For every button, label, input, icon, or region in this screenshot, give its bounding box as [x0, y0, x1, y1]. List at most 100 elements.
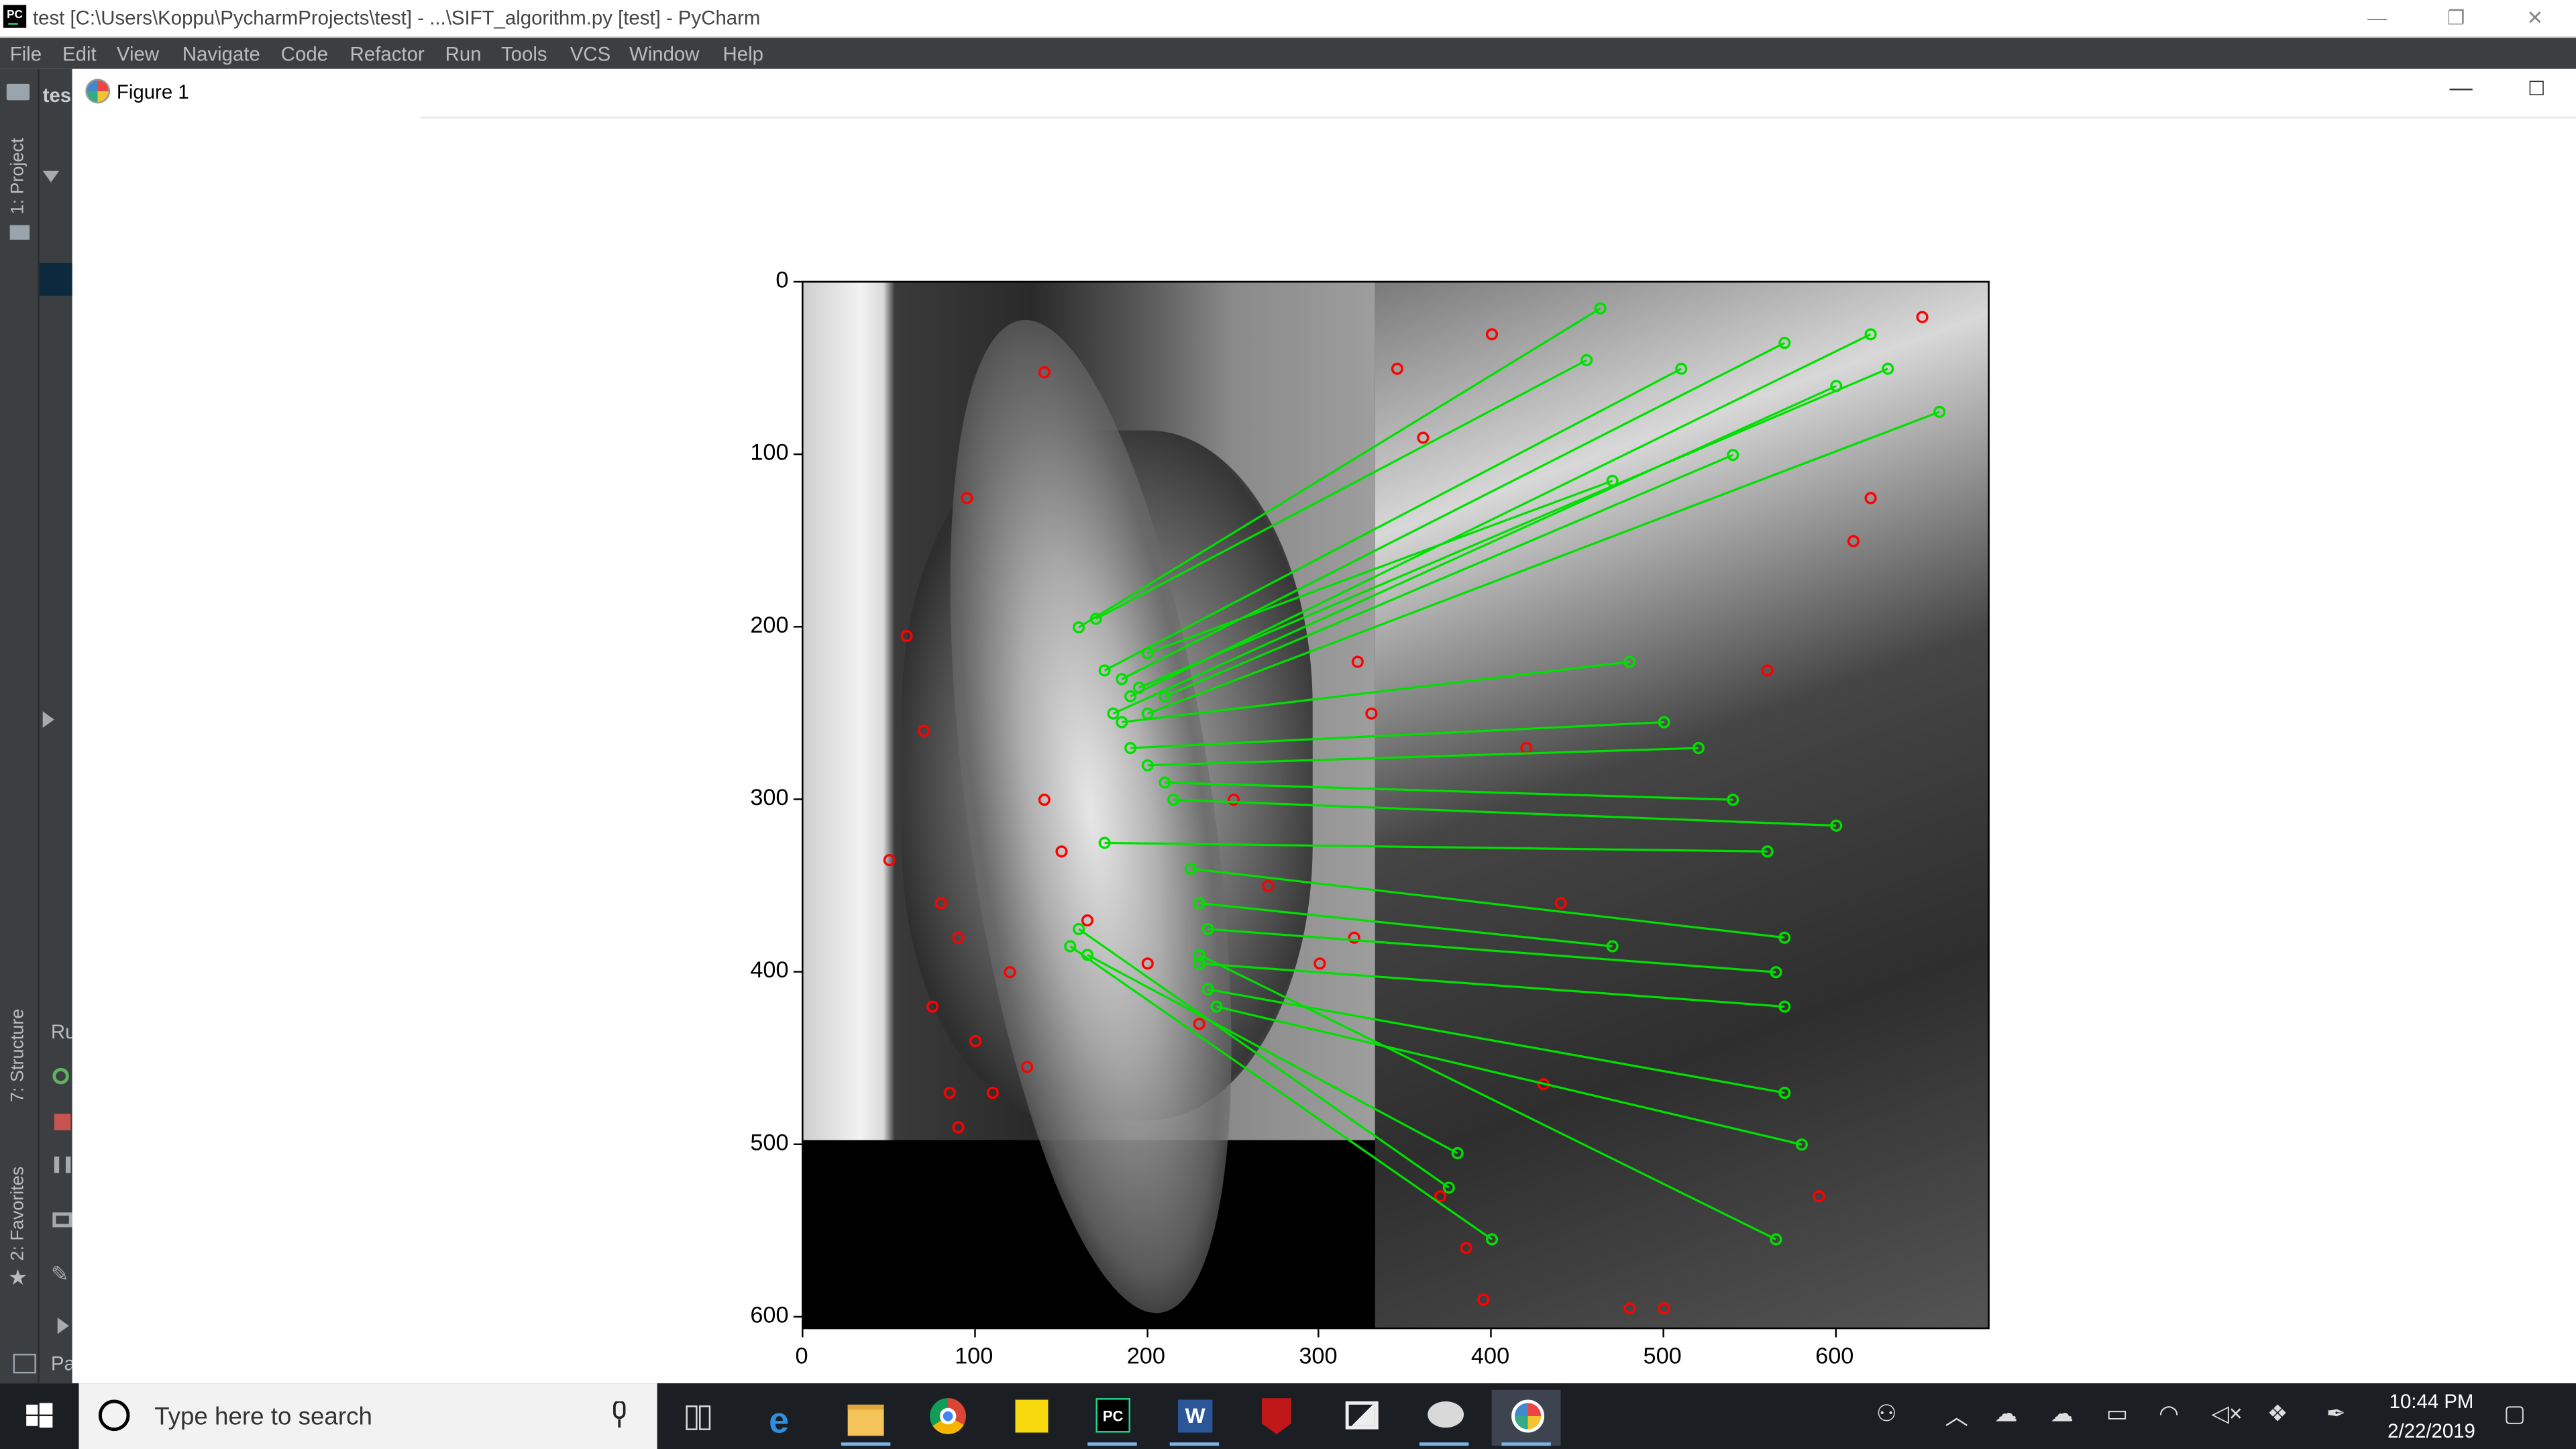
y-tick-label: 400 [750, 955, 789, 982]
snipping-tool-icon[interactable] [1409, 1390, 1479, 1446]
keypoint-marker [1021, 1061, 1034, 1073]
keypoint-marker [969, 1034, 982, 1048]
clock-time[interactable]: 10:44 PM [2389, 1389, 2474, 1413]
pycharm-taskbar-icon[interactable]: PC [1078, 1390, 1147, 1446]
figure-title-bar: Figure 1 — ☐ [72, 68, 2576, 117]
ide-title-bar: PC test [C:\Users\Koppu\PycharmProjects\… [0, 0, 2576, 38]
run-icon[interactable] [57, 1318, 69, 1334]
tab-favorites[interactable]: 2: Favorites [8, 1166, 28, 1261]
word-icon[interactable]: W [1160, 1390, 1229, 1446]
menu-code[interactable]: Code [280, 42, 329, 66]
file-explorer-icon[interactable] [831, 1390, 900, 1446]
matplotlib-figure-taskbar-icon[interactable] [1491, 1389, 1561, 1446]
keypoint-marker [1554, 897, 1567, 910]
stop-icon[interactable] [54, 1114, 71, 1130]
photos-icon[interactable] [1328, 1390, 1397, 1446]
y-tick-label: 200 [750, 610, 789, 637]
y-tick-mark [793, 453, 802, 455]
figure-minimize-button[interactable]: — [2449, 74, 2473, 101]
rerun-icon[interactable] [52, 1067, 69, 1085]
layout-icon[interactable] [52, 1212, 72, 1228]
menu-window[interactable]: Window [629, 42, 700, 66]
match-line [1121, 341, 1785, 680]
match-keypoint-marker [1193, 957, 1205, 970]
search-placeholder[interactable]: Type here to search [154, 1403, 372, 1432]
menu-navigate[interactable]: Navigate [182, 42, 260, 66]
match-line [1199, 962, 1785, 1008]
onedrive-icon[interactable]: ☁ [1994, 1399, 2018, 1426]
mcafee-icon[interactable] [1242, 1390, 1311, 1446]
keypoint-marker [934, 897, 947, 910]
pen-icon[interactable]: ✒ [2326, 1399, 2346, 1426]
match-keypoint-marker [1580, 354, 1593, 366]
match-keypoint-marker [1727, 794, 1739, 806]
dropbox-icon[interactable]: ❖ [2267, 1399, 2288, 1426]
match-keypoint-marker [1770, 966, 1782, 979]
match-keypoint-marker [1210, 1000, 1223, 1013]
close-window-button[interactable]: ✕ [2526, 6, 2544, 30]
figure-maximize-button[interactable]: ☐ [2528, 77, 2546, 101]
menu-edit[interactable]: Edit [62, 42, 97, 66]
chevron-right-icon[interactable] [42, 711, 54, 728]
menu-help[interactable]: Help [722, 42, 764, 66]
pause-icon[interactable] [54, 1157, 71, 1173]
menu-refactor[interactable]: Refactor [350, 42, 425, 66]
onedrive-business-icon[interactable]: ☁ [2050, 1399, 2074, 1426]
folder-icon [6, 83, 30, 101]
match-keypoint-marker [1795, 1138, 1808, 1151]
project-crumb[interactable]: tes [42, 83, 72, 107]
match-keypoint-marker [1761, 845, 1774, 858]
x-tick-label: 400 [1470, 1342, 1510, 1369]
x-tick-label: 200 [1126, 1342, 1165, 1369]
microphone-icon[interactable] [611, 1401, 627, 1428]
chrome-icon[interactable] [914, 1390, 983, 1446]
terminal-icon[interactable] [13, 1353, 36, 1374]
match-keypoint-marker [1201, 922, 1214, 935]
pin-icon[interactable]: ✎ [50, 1261, 69, 1287]
taskbar-search[interactable]: Type here to search [78, 1383, 657, 1449]
people-icon[interactable]: ⚇ [1876, 1399, 1897, 1426]
pycharm-logo-icon: PC [3, 5, 27, 28]
chevron-down-icon[interactable] [42, 170, 60, 182]
minimize-window-button[interactable]: — [2367, 6, 2387, 30]
keypoint-marker [1864, 492, 1877, 504]
menu-tools[interactable]: Tools [500, 42, 547, 66]
task-view-icon[interactable] [663, 1390, 733, 1446]
match-keypoint-marker [1124, 690, 1137, 703]
keypoint-marker [900, 629, 913, 643]
tab-structure[interactable]: 7: Structure [8, 1008, 28, 1102]
tab-project[interactable]: 1: Project [8, 138, 28, 215]
y-tick-mark [793, 1315, 802, 1318]
menu-run[interactable]: Run [445, 42, 482, 66]
match-line [1104, 368, 1682, 672]
matches-overlay [883, 302, 1946, 1315]
sticky-notes-icon[interactable] [996, 1390, 1065, 1446]
match-keypoint-marker [1770, 1233, 1782, 1246]
x-tick-label: 600 [1815, 1342, 1854, 1369]
show-hidden-icons-icon[interactable]: ︿ [1945, 1403, 1968, 1430]
menu-vcs[interactable]: VCS [570, 42, 611, 66]
clock-date[interactable]: 2/22/2019 [2387, 1419, 2475, 1443]
menu-view[interactable]: View [116, 42, 160, 66]
match-keypoint-marker [1184, 862, 1197, 875]
match-keypoint-marker [1201, 983, 1214, 996]
plot-axes[interactable] [802, 280, 1990, 1330]
y-tick-mark [793, 970, 802, 973]
menu-file[interactable]: File [9, 42, 42, 66]
edge-icon[interactable]: e [769, 1399, 790, 1441]
wifi-icon[interactable]: ◠ [2158, 1399, 2179, 1426]
match-line [1078, 307, 1601, 629]
keypoint-marker [1485, 328, 1499, 341]
action-center-icon[interactable]: ▢ [2504, 1399, 2526, 1426]
x-tick-mark [802, 1329, 804, 1338]
y-tick-label: 600 [750, 1300, 789, 1327]
match-line [1147, 480, 1613, 655]
keypoint-marker [1813, 1190, 1825, 1203]
match-keypoint-marker [1141, 759, 1154, 771]
volume-muted-icon[interactable]: ◁× [2211, 1399, 2243, 1426]
start-button[interactable] [0, 1383, 79, 1449]
keypoint-marker [1417, 431, 1430, 444]
battery-icon[interactable]: ▭ [2106, 1399, 2129, 1426]
restore-window-button[interactable]: ❐ [2447, 6, 2465, 30]
cortana-icon[interactable] [98, 1399, 130, 1432]
